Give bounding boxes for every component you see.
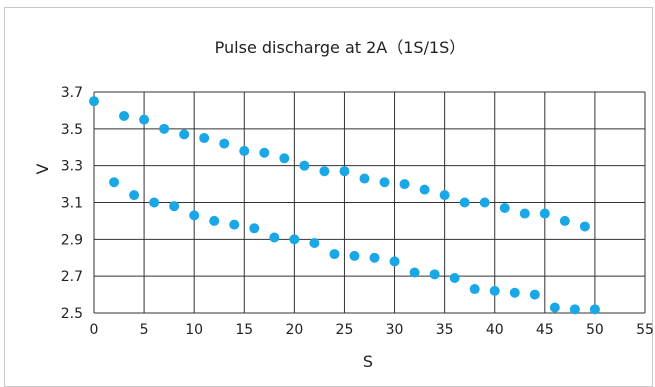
data-point-series-2 <box>109 177 120 188</box>
x-tick-label: 10 <box>185 322 203 338</box>
y-tick-label: 3.1 <box>61 196 83 212</box>
data-point-series-1 <box>479 197 490 208</box>
x-tick-label: 50 <box>586 322 604 338</box>
y-tick-label: 2.7 <box>61 269 83 285</box>
data-point-series-1 <box>89 96 99 107</box>
data-point-series-2 <box>249 223 260 234</box>
data-point-series-2 <box>169 201 180 212</box>
y-tick-label: 3.3 <box>61 159 83 175</box>
y-tick-labels: 2.5 2.7 2.9 3.1 3.3 3.5 3.7 <box>61 85 83 322</box>
data-point-series-2 <box>489 285 500 296</box>
data-point-series-1 <box>419 184 430 195</box>
data-point-series-1 <box>519 208 530 219</box>
data-point-series-2 <box>189 210 200 221</box>
data-point-series-2 <box>289 234 300 245</box>
y-tick-label: 2.9 <box>61 232 83 248</box>
data-point-series-1 <box>459 197 470 208</box>
data-point-series-1 <box>359 173 370 184</box>
y-axis-label: V <box>33 163 52 174</box>
scatter-chart: Pulse discharge at 2A（1S/1S） 0 5 10 15 20 25 3… <box>33 38 654 371</box>
data-point-series-2 <box>389 256 400 267</box>
data-point-series-2 <box>229 219 240 230</box>
data-point-series-1 <box>259 147 270 158</box>
data-point-series-2 <box>409 267 420 278</box>
y-tick-label: 2.5 <box>61 306 83 322</box>
data-point-series-1 <box>559 215 570 226</box>
data-point-series-1 <box>239 145 250 156</box>
data-point-series-1 <box>579 221 590 232</box>
data-point-series-1 <box>159 123 170 134</box>
data-point-series-1 <box>339 166 350 177</box>
data-point-series-1 <box>539 208 550 219</box>
x-tick-label: 35 <box>436 322 454 338</box>
x-tick-label: 40 <box>486 322 504 338</box>
data-point-series-2 <box>369 252 380 263</box>
data-point-series-1 <box>199 133 210 144</box>
data-point-series-2 <box>549 302 560 313</box>
data-point-series-1 <box>179 129 190 140</box>
data-point-series-2 <box>329 249 340 260</box>
data-point-series-2 <box>529 289 540 300</box>
data-point-series-2 <box>209 215 220 226</box>
y-tick-label: 3.5 <box>61 122 83 138</box>
data-point-series-2 <box>269 232 280 243</box>
x-axis-label: S <box>363 352 373 371</box>
x-tick-label: 55 <box>636 322 654 338</box>
data-point-series-2 <box>429 269 440 280</box>
x-tick-label: 45 <box>536 322 554 338</box>
x-tick-labels: 0 5 10 15 20 25 30 35 40 45 50 55 <box>90 322 654 338</box>
data-point-series-2 <box>129 190 140 201</box>
y-tick-label: 3.7 <box>61 85 83 101</box>
data-point-series-2 <box>349 250 360 261</box>
data-point-series-2 <box>569 304 580 315</box>
data-point-series-2 <box>309 238 320 249</box>
x-tick-label: 0 <box>90 322 99 338</box>
data-point-series-1 <box>319 166 330 177</box>
data-point-series-1 <box>499 203 510 214</box>
data-point-series-1 <box>399 179 410 190</box>
x-tick-label: 30 <box>386 322 404 338</box>
data-point-series-1 <box>379 177 390 188</box>
data-points <box>89 96 600 315</box>
x-tick-label: 25 <box>336 322 354 338</box>
data-point-series-2 <box>589 304 600 315</box>
data-point-series-1 <box>219 138 230 149</box>
data-point-series-1 <box>439 190 450 201</box>
data-point-series-2 <box>449 273 460 284</box>
data-point-series-1 <box>119 110 130 121</box>
data-point-series-2 <box>509 287 520 298</box>
data-point-series-1 <box>299 160 310 171</box>
data-point-series-1 <box>139 114 150 125</box>
data-point-series-2 <box>469 284 480 295</box>
data-point-series-2 <box>149 197 160 208</box>
x-tick-label: 20 <box>285 322 303 338</box>
data-point-series-1 <box>279 153 290 164</box>
chart-title: Pulse discharge at 2A（1S/1S） <box>215 38 466 57</box>
x-tick-label: 15 <box>235 322 253 338</box>
x-tick-label: 5 <box>140 322 149 338</box>
grid <box>93 91 646 314</box>
